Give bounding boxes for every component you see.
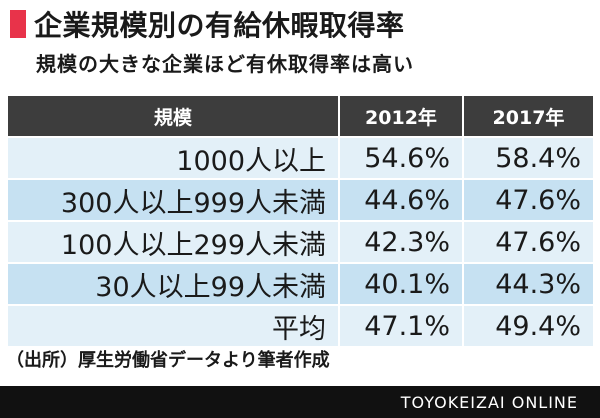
chart-subtitle: 規模の大きな企業ほど有休取得率は高い bbox=[36, 52, 414, 76]
chart-title: 企業規模別の有給休暇取得率 bbox=[34, 9, 405, 42]
title-row: 企業規模別の有給休暇取得率 bbox=[10, 6, 405, 42]
title-accent-mark bbox=[10, 10, 26, 38]
table-header-row: 規模 2012年 2017年 bbox=[8, 96, 593, 137]
value-2017: 58.4% bbox=[463, 136, 593, 179]
row-label: 300人以上999人未満 bbox=[8, 178, 340, 221]
row-label: 平均 bbox=[8, 304, 340, 346]
value-2012: 44.6% bbox=[339, 178, 464, 221]
value-2012: 40.1% bbox=[339, 262, 464, 305]
brand-logo-text[interactable]: TOYOKEIZAI ONLINE bbox=[400, 393, 578, 412]
value-2012: 47.1% bbox=[339, 304, 464, 346]
table-row: 100人以上299人未満 42.3% 47.6% bbox=[8, 220, 593, 263]
header-size: 規模 bbox=[8, 96, 340, 137]
value-2017: 47.6% bbox=[463, 178, 593, 221]
header-2017: 2017年 bbox=[463, 96, 593, 137]
row-label: 30人以上99人未満 bbox=[8, 262, 340, 305]
data-table: 規模 2012年 2017年 1000人以上 54.6% 58.4% 300人以… bbox=[8, 96, 593, 346]
table-row: 平均 47.1% 49.4% bbox=[8, 304, 593, 346]
value-2012: 42.3% bbox=[339, 220, 464, 263]
row-label: 100人以上299人未満 bbox=[8, 220, 340, 263]
footer-bar: TOYOKEIZAI ONLINE bbox=[0, 386, 600, 418]
row-label: 1000人以上 bbox=[8, 136, 340, 179]
table-row: 1000人以上 54.6% 58.4% bbox=[8, 136, 593, 179]
value-2012: 54.6% bbox=[339, 136, 464, 179]
value-2017: 44.3% bbox=[463, 262, 593, 305]
table-row: 300人以上999人未満 44.6% 47.6% bbox=[8, 178, 593, 221]
source-note: （出所）厚生労働省データより筆者作成 bbox=[6, 350, 330, 371]
value-2017: 49.4% bbox=[463, 304, 593, 346]
table-row: 30人以上99人未満 40.1% 44.3% bbox=[8, 262, 593, 305]
header-2012: 2012年 bbox=[339, 96, 464, 137]
value-2017: 47.6% bbox=[463, 220, 593, 263]
